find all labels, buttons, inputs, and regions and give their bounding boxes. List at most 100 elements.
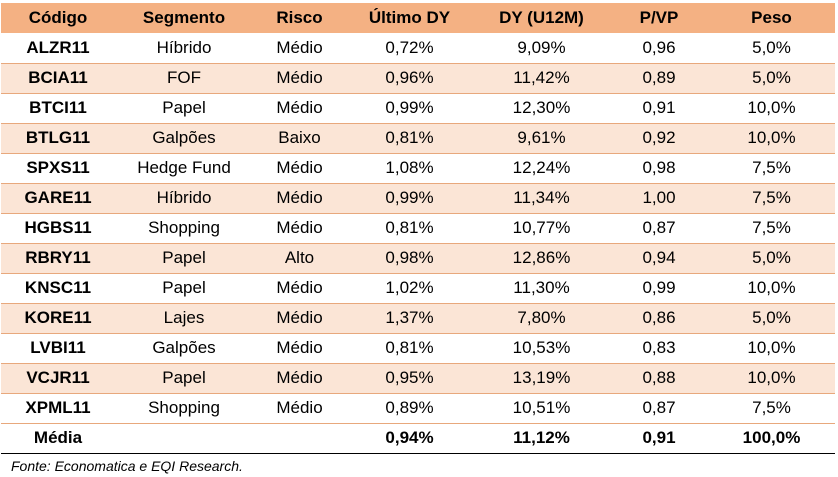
cell-pvp: 0,92 xyxy=(642,128,676,147)
cell-risco: Médio xyxy=(276,368,323,387)
cell-ultimo-dy: 0,96% xyxy=(385,68,434,87)
cell-segmento: Papel xyxy=(162,98,206,117)
cell-peso: 10,0% xyxy=(747,338,796,357)
cell-peso: 5,0% xyxy=(752,248,791,267)
cell-risco: Médio xyxy=(276,338,323,357)
cell-dy-u12m: 10,77% xyxy=(512,218,571,237)
footer-peso: 100,0% xyxy=(742,428,801,447)
cell-ultimo-dy: 0,98% xyxy=(385,248,434,267)
cell-pvp: 0,88 xyxy=(642,368,676,387)
fund-portfolio-table: Código Segmento Risco Último DY DY (U12M… xyxy=(1,3,835,454)
cell-segmento: Híbrido xyxy=(156,37,212,57)
cell-pvp: 0,87 xyxy=(642,218,676,237)
cell-ultimo-dy: 1,37% xyxy=(385,308,434,327)
cell-risco: Médio xyxy=(276,278,323,297)
cell-segmento: Papel xyxy=(162,248,206,267)
table-row: VCJR11 Papel Médio 0,95% 13,19% 0,88 10,0% xyxy=(1,363,835,393)
footer-ultimo-dy: 0,94% xyxy=(385,428,434,447)
cell-risco: Médio xyxy=(276,98,323,117)
table-row: SPXS11 Hedge Fund Médio 1,08% 12,24% 0,98 7,5% xyxy=(1,153,835,183)
cell-dy-u12m: 7,80% xyxy=(517,308,566,327)
header-row: Código Segmento Risco Último DY DY (U12M… xyxy=(1,3,835,33)
table-row: RBRY11 Papel Alto 0,98% 12,86% 0,94 5,0% xyxy=(1,243,835,273)
cell-segmento: FOF xyxy=(167,68,201,87)
cell-codigo: BTLG11 xyxy=(25,128,91,147)
cell-peso: 7,5% xyxy=(752,188,791,207)
cell-codigo: BCIA11 xyxy=(28,68,88,87)
cell-codigo: VCJR11 xyxy=(26,368,90,387)
cell-pvp: 1,00 xyxy=(642,188,676,207)
header-pvp: P/VP xyxy=(639,8,679,27)
cell-risco: Alto xyxy=(284,248,315,267)
cell-codigo: LVBI11 xyxy=(30,338,86,357)
cell-pvp: 0,99 xyxy=(642,278,676,297)
cell-pvp: 0,89 xyxy=(642,68,676,87)
cell-pvp: 0,86 xyxy=(642,308,676,327)
table-body: ALZR11 Híbrido Médio 0,72% 9,09% 0,96 5,0% BCIA… xyxy=(1,33,835,423)
cell-codigo: HGBS11 xyxy=(24,218,92,237)
cell-ultimo-dy: 0,81% xyxy=(385,128,434,147)
cell-pvp: 0,91 xyxy=(642,98,676,117)
table-row: BCIA11 FOF Médio 0,96% 11,42% 0,89 5,0% xyxy=(1,63,835,93)
cell-dy-u12m: 10,53% xyxy=(512,338,571,357)
cell-peso: 10,0% xyxy=(747,98,796,117)
cell-pvp: 0,98 xyxy=(642,158,676,177)
cell-ultimo-dy: 0,81% xyxy=(385,338,434,357)
cell-pvp: 0,83 xyxy=(642,338,676,357)
cell-codigo: GARE11 xyxy=(24,188,92,207)
cell-segmento: Papel xyxy=(162,368,206,387)
cell-codigo: KORE11 xyxy=(24,308,92,327)
cell-risco: Médio xyxy=(276,37,323,57)
cell-peso: 5,0% xyxy=(752,37,791,57)
cell-dy-u12m: 12,24% xyxy=(512,158,571,177)
cell-codigo: RBRY11 xyxy=(25,248,91,267)
cell-peso: 7,5% xyxy=(752,158,791,177)
cell-ultimo-dy: 0,81% xyxy=(385,218,434,237)
header-risco: Risco xyxy=(276,8,323,27)
source-note: Fonte: Economatica e EQI Research. xyxy=(11,457,243,474)
cell-codigo: ALZR11 xyxy=(26,37,90,57)
table-row: KNSC11 Papel Médio 1,02% 11,30% 0,99 10,0% xyxy=(1,273,835,303)
cell-risco: Médio xyxy=(276,68,323,87)
table-row: GARE11 Híbrido Médio 0,99% 11,34% 1,00 7,5% xyxy=(1,183,835,213)
cell-dy-u12m: 12,30% xyxy=(512,98,571,117)
cell-segmento: Shopping xyxy=(148,398,220,417)
table-row: XPML11 Shopping Médio 0,89% 10,51% 0,87 7,5% xyxy=(1,393,835,423)
cell-risco: Médio xyxy=(276,188,323,207)
cell-segmento: Híbrido xyxy=(156,188,212,207)
cell-ultimo-dy: 0,89% xyxy=(385,398,434,417)
table-row: BTCI11 Papel Médio 0,99% 12,30% 0,91 10,0% xyxy=(1,93,835,123)
fund-table-container: Código Segmento Risco Último DY DY (U12M… xyxy=(1,3,835,474)
cell-dy-u12m: 9,61% xyxy=(517,128,566,147)
header-dy-u12m: DY (U12M) xyxy=(499,8,584,27)
cell-dy-u12m: 12,86% xyxy=(512,248,571,267)
cell-peso: 10,0% xyxy=(747,368,796,387)
cell-peso: 7,5% xyxy=(752,218,791,237)
cell-risco: Médio xyxy=(276,308,323,327)
cell-codigo: BTCI11 xyxy=(29,98,87,117)
cell-codigo: XPML11 xyxy=(25,398,91,417)
table-row: BTLG11 Galpões Baixo 0,81% 9,61% 0,92 10,0% xyxy=(1,123,835,153)
cell-peso: 5,0% xyxy=(752,308,791,327)
header-peso: Peso xyxy=(751,8,792,27)
cell-codigo: KNSC11 xyxy=(24,278,92,297)
cell-dy-u12m: 9,09% xyxy=(517,37,566,57)
cell-ultimo-dy: 1,02% xyxy=(385,278,434,297)
footer-label: Média xyxy=(33,428,83,447)
table-row: LVBI11 Galpões Médio 0,81% 10,53% 0,83 10,0% xyxy=(1,333,835,363)
cell-peso: 7,5% xyxy=(752,398,791,417)
cell-dy-u12m: 13,19% xyxy=(512,368,571,387)
cell-risco: Médio xyxy=(276,398,323,417)
table-footer: Média 0,94% 11,12% 0,91 100,0% xyxy=(1,423,835,453)
cell-ultimo-dy: 0,99% xyxy=(385,98,434,117)
header-codigo: Código xyxy=(28,8,88,27)
footer-empty-risco xyxy=(253,423,346,453)
cell-dy-u12m: 10,51% xyxy=(512,398,571,417)
footer-empty-segmento xyxy=(115,423,253,453)
cell-ultimo-dy: 0,95% xyxy=(385,368,434,387)
table-row: HGBS11 Shopping Médio 0,81% 10,77% 0,87 7,5% xyxy=(1,213,835,243)
cell-ultimo-dy: 0,72% xyxy=(385,37,434,57)
cell-pvp: 0,87 xyxy=(642,398,676,417)
cell-dy-u12m: 11,30% xyxy=(513,278,570,297)
cell-segmento: Galpões xyxy=(152,338,216,357)
